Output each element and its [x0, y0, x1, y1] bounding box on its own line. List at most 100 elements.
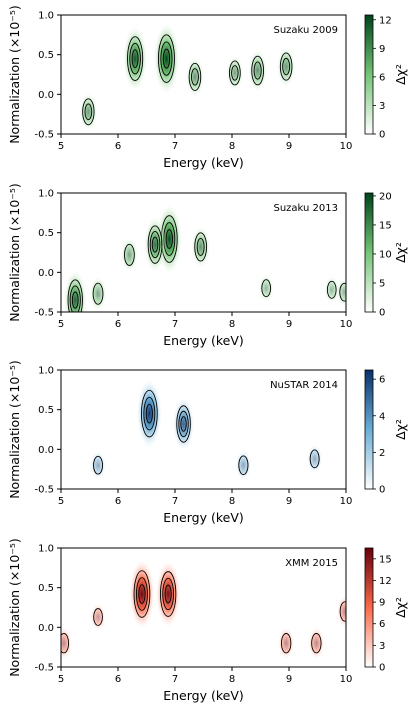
heatmap-blob: [191, 225, 211, 269]
x-tick-label: 9: [286, 319, 292, 330]
y-tick-label: 1.0: [38, 11, 54, 22]
heatmap-blob: [336, 277, 346, 307]
y-tick-label: 1.0: [38, 366, 54, 377]
plot-area: [61, 370, 346, 489]
x-axis-label: Energy (keV): [163, 333, 244, 348]
colorbar-tick-label: 6: [379, 619, 385, 630]
contour-line: [309, 449, 320, 469]
colorbar-tick-label: 0: [379, 663, 385, 674]
colorbar-tick-label: 6: [379, 375, 385, 386]
heatmap-blob: [323, 275, 340, 305]
colorbar: 0 3 6 9 12 Δχ²: [364, 14, 408, 141]
x-tick-label: 9: [286, 141, 292, 152]
contour-line: [164, 584, 172, 604]
x-tick-label: 7: [172, 496, 178, 507]
contour-line: [194, 232, 208, 262]
y-axis-label: Normalization (×10⁻⁵): [7, 360, 22, 499]
heatmap-blob: [185, 56, 205, 98]
x-tick-label: 6: [115, 319, 121, 330]
colorbar-tick-label: 9: [379, 598, 385, 609]
contour-line: [339, 282, 346, 302]
contour-line: [160, 571, 177, 617]
contour-line: [326, 280, 337, 299]
contour-line: [135, 577, 148, 611]
contour-line: [279, 52, 293, 81]
colorbar-tick-label: 12: [379, 15, 392, 26]
contour-line: [93, 455, 104, 475]
contour-line: [231, 65, 239, 81]
contour-line: [339, 601, 346, 622]
y-tick-label: 0.0: [38, 90, 54, 101]
panel-4: XMM 2015 5 6 7 8 9 10 1.0 0.5 0.0 -0.5 Energy (keV)…: [7, 538, 408, 703]
y-tick-label: 0.0: [38, 445, 54, 456]
heatmap-blob: [308, 626, 325, 660]
panel-annotation: XMM 2015: [285, 558, 338, 569]
colorbar-tick-label: 2: [379, 448, 385, 459]
y-tick-label: 0.5: [38, 583, 54, 594]
x-tick-label: 6: [115, 674, 121, 685]
heatmap-blob: [155, 560, 181, 628]
colorbar-label: Δχ²: [393, 64, 408, 85]
contour-line: [280, 633, 292, 654]
x-tick-label: 8: [229, 496, 235, 507]
contour-line: [160, 41, 173, 76]
y-tick-label: 0.5: [38, 50, 54, 61]
contour-line: [141, 389, 158, 438]
colorbar-gradient: [364, 547, 374, 668]
heatmap-blob: [144, 216, 167, 273]
heatmap-blob: [336, 595, 346, 628]
heatmap-blob: [277, 626, 295, 660]
contour-line: [129, 42, 141, 75]
plot-frame: [60, 192, 347, 313]
heatmap-blob: [90, 450, 107, 481]
colorbar-gradient: [364, 14, 374, 135]
contour-line: [84, 103, 93, 121]
colorbar-tick-label: 4: [379, 411, 385, 422]
panel-1: Suzaku 2009 5 6 7 8 9 10 1.0 0.5 0.0 -0.5 Energy (k…: [7, 5, 408, 170]
x-axis-label: Energy (keV): [163, 510, 244, 525]
plot-area: [61, 548, 346, 667]
contour-line: [149, 231, 161, 259]
x-tick-label: 6: [115, 496, 121, 507]
colorbar-tick-label: 0: [379, 130, 385, 141]
colorbar-tick-label: 9: [379, 44, 385, 55]
contour-line: [178, 410, 189, 438]
colorbar: 0 3 6 9 12 15 Δχ²: [364, 547, 408, 674]
colorbar-tick-label: 20: [379, 191, 392, 202]
plot-frame: [60, 369, 347, 490]
y-tick-label: 0.0: [38, 623, 54, 634]
x-axis-label: Energy (keV): [163, 155, 244, 170]
x-tick-label: 5: [58, 674, 64, 685]
contour-line: [261, 279, 272, 298]
x-tick-label: 9: [286, 496, 292, 507]
heatmap-blob: [248, 49, 268, 92]
y-axis-label: Normalization (×10⁻⁵): [7, 183, 22, 322]
panel-annotation: Suzaku 2013: [273, 203, 338, 214]
x-tick-label: 10: [340, 319, 353, 330]
contour-line: [165, 229, 173, 249]
colorbar-label: Δχ²: [393, 597, 408, 618]
contour-line: [196, 237, 205, 256]
heatmap-blob: [276, 46, 296, 88]
colorbar-gradient: [364, 369, 374, 490]
contour-line: [61, 633, 69, 654]
contour-line: [138, 584, 146, 604]
contour-line: [253, 61, 262, 80]
contour-line: [143, 396, 156, 431]
contour-line: [238, 455, 249, 475]
plot-frame: [60, 547, 347, 668]
y-tick-label: 1.0: [38, 189, 54, 200]
contour-line: [133, 570, 151, 618]
colorbar-tick-label: 15: [379, 554, 392, 565]
x-tick-label: 5: [58, 319, 64, 330]
x-tick-label: 8: [229, 141, 235, 152]
contour-line: [162, 48, 171, 69]
contour-line: [93, 608, 103, 626]
contour-line: [145, 403, 153, 424]
y-tick-label: 0.0: [38, 268, 54, 279]
colorbar-label: Δχ²: [393, 419, 408, 440]
colorbar-tick-label: 6: [379, 72, 385, 83]
contour-line: [92, 282, 104, 305]
y-axis-label: Normalization (×10⁻⁵): [7, 5, 22, 144]
x-tick-label: 10: [340, 141, 353, 152]
